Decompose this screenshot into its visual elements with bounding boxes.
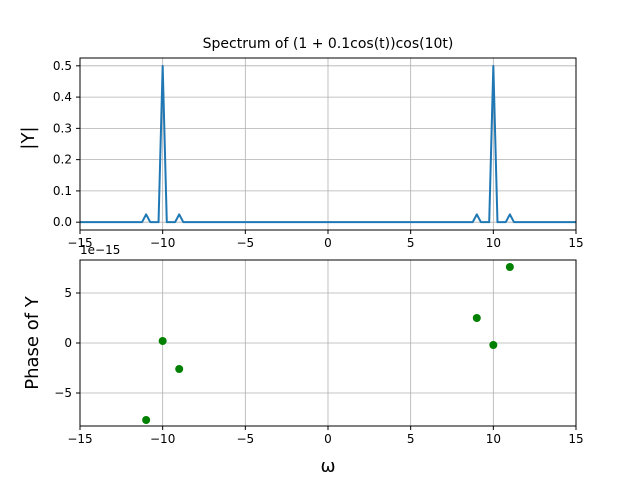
top-x-tick-label: −10	[150, 236, 175, 250]
top-x-tick-label: 5	[407, 236, 415, 250]
top-y-tick-label: 0.2	[53, 153, 72, 167]
top-series-line	[80, 64, 576, 224]
bottom-x-tick-label: 10	[486, 432, 501, 446]
bottom-data-point	[505, 263, 514, 271]
bottom-x-tick-label: −5	[236, 432, 254, 446]
bottom-y-tick-label: 5	[64, 286, 72, 300]
bottom-data-point	[158, 337, 167, 345]
bottom-y-tick-label: −5	[54, 386, 72, 400]
bottom-x-tick-label: 5	[407, 432, 415, 446]
bottom-data-point	[142, 416, 151, 424]
magnitude-plot: −15 −10 −5 0 5 10 15 0.0 0.1 0.2 0.3 0.4 0.5	[53, 57, 584, 250]
bottom-x-axis-label: ω	[320, 456, 335, 477]
bottom-x-tick-label: 0	[324, 432, 332, 446]
top-y-tick-label: 0.4	[53, 90, 72, 104]
top-x-tick-label: −15	[67, 236, 92, 250]
bottom-data-point	[472, 314, 481, 322]
chart-title: Spectrum of (1 + 0.1cos(t))cos(10t)	[203, 36, 454, 52]
top-y-tick-label: 0.1	[53, 184, 72, 198]
bottom-x-tick-label: 15	[568, 432, 583, 446]
top-x-tick-label: 0	[324, 236, 332, 250]
top-x-tick-label: 10	[486, 236, 501, 250]
top-y-tick-label: 0.3	[53, 121, 72, 135]
phase-plot: −15 −10 −5 0 5 10 15 −5 0 5	[54, 259, 584, 446]
top-y-axis-label: |Y|	[18, 126, 39, 149]
bottom-x-tick-label: −15	[67, 432, 92, 446]
top-x-tick-label: 15	[568, 236, 583, 250]
bottom-x-tick-label: −10	[150, 432, 175, 446]
bottom-y-offset-text: 1e−15	[80, 243, 120, 257]
top-y-tick-label: 0.0	[53, 215, 72, 229]
top-x-tick-label: −5	[236, 236, 254, 250]
bottom-y-axis-label: Phase of Y	[22, 295, 43, 390]
bottom-data-point	[489, 341, 498, 349]
bottom-data-point	[175, 365, 184, 373]
bottom-y-tick-label: 0	[64, 336, 72, 350]
top-y-tick-label: 0.5	[53, 59, 72, 73]
